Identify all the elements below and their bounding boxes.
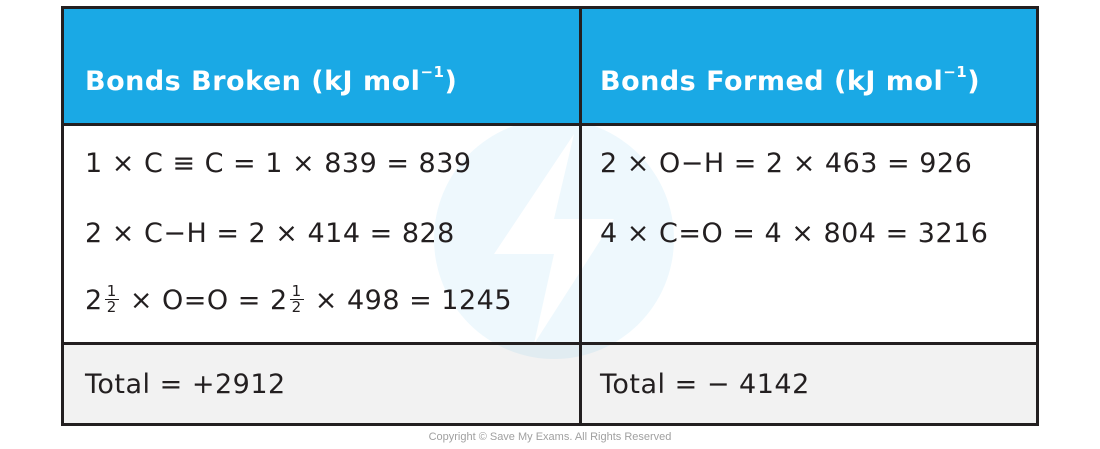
header-bonds-broken-label: Bonds Broken (kJ mol	[85, 66, 421, 97]
fraction-denominator: 2	[106, 298, 117, 316]
copyright-notice: Copyright © Save My Exams. All Rights Re…	[428, 431, 672, 443]
broken-line-3-whole: 2	[85, 285, 103, 316]
broken-line-2: 2 × C−H = 2 × 414 = 828	[85, 218, 455, 249]
header-bonds-broken: Bonds Broken (kJ mol−1)	[85, 63, 458, 97]
header-bonds-formed-unit-exponent: −1	[943, 63, 968, 81]
header-divider	[64, 123, 1036, 126]
fraction-numerator: 1	[104, 282, 119, 300]
broken-line-3-middle: × O=O = 2	[120, 285, 288, 316]
total-divider	[64, 342, 1036, 345]
header-bonds-formed: Bonds Formed (kJ mol−1)	[600, 63, 981, 97]
header-bonds-formed-close: )	[967, 66, 981, 97]
formed-line-1: 2 × O−H = 2 × 463 = 926	[600, 148, 973, 179]
broken-line-3-tail: × 498 = 1245	[305, 285, 512, 316]
broken-line-1: 1 × C ≡ C = 1 × 839 = 839	[85, 148, 472, 179]
header-bonds-broken-close: )	[444, 66, 458, 97]
table-header-row	[64, 9, 1036, 123]
formed-total: Total = − 4142	[600, 369, 810, 400]
bond-enthalpy-table: Bonds Broken (kJ mol−1) Bonds Formed (kJ…	[61, 6, 1039, 426]
formed-line-2: 4 × C=O = 4 × 804 = 3216	[600, 218, 989, 249]
broken-total: Total = +2912	[85, 369, 286, 400]
column-divider	[579, 9, 582, 423]
header-bonds-formed-label: Bonds Formed (kJ mol	[600, 66, 944, 97]
table-total-row	[64, 342, 1036, 423]
header-bonds-broken-unit-exponent: −1	[420, 63, 445, 81]
fraction-denominator: 2	[291, 298, 302, 316]
fraction-numerator: 1	[289, 282, 304, 300]
